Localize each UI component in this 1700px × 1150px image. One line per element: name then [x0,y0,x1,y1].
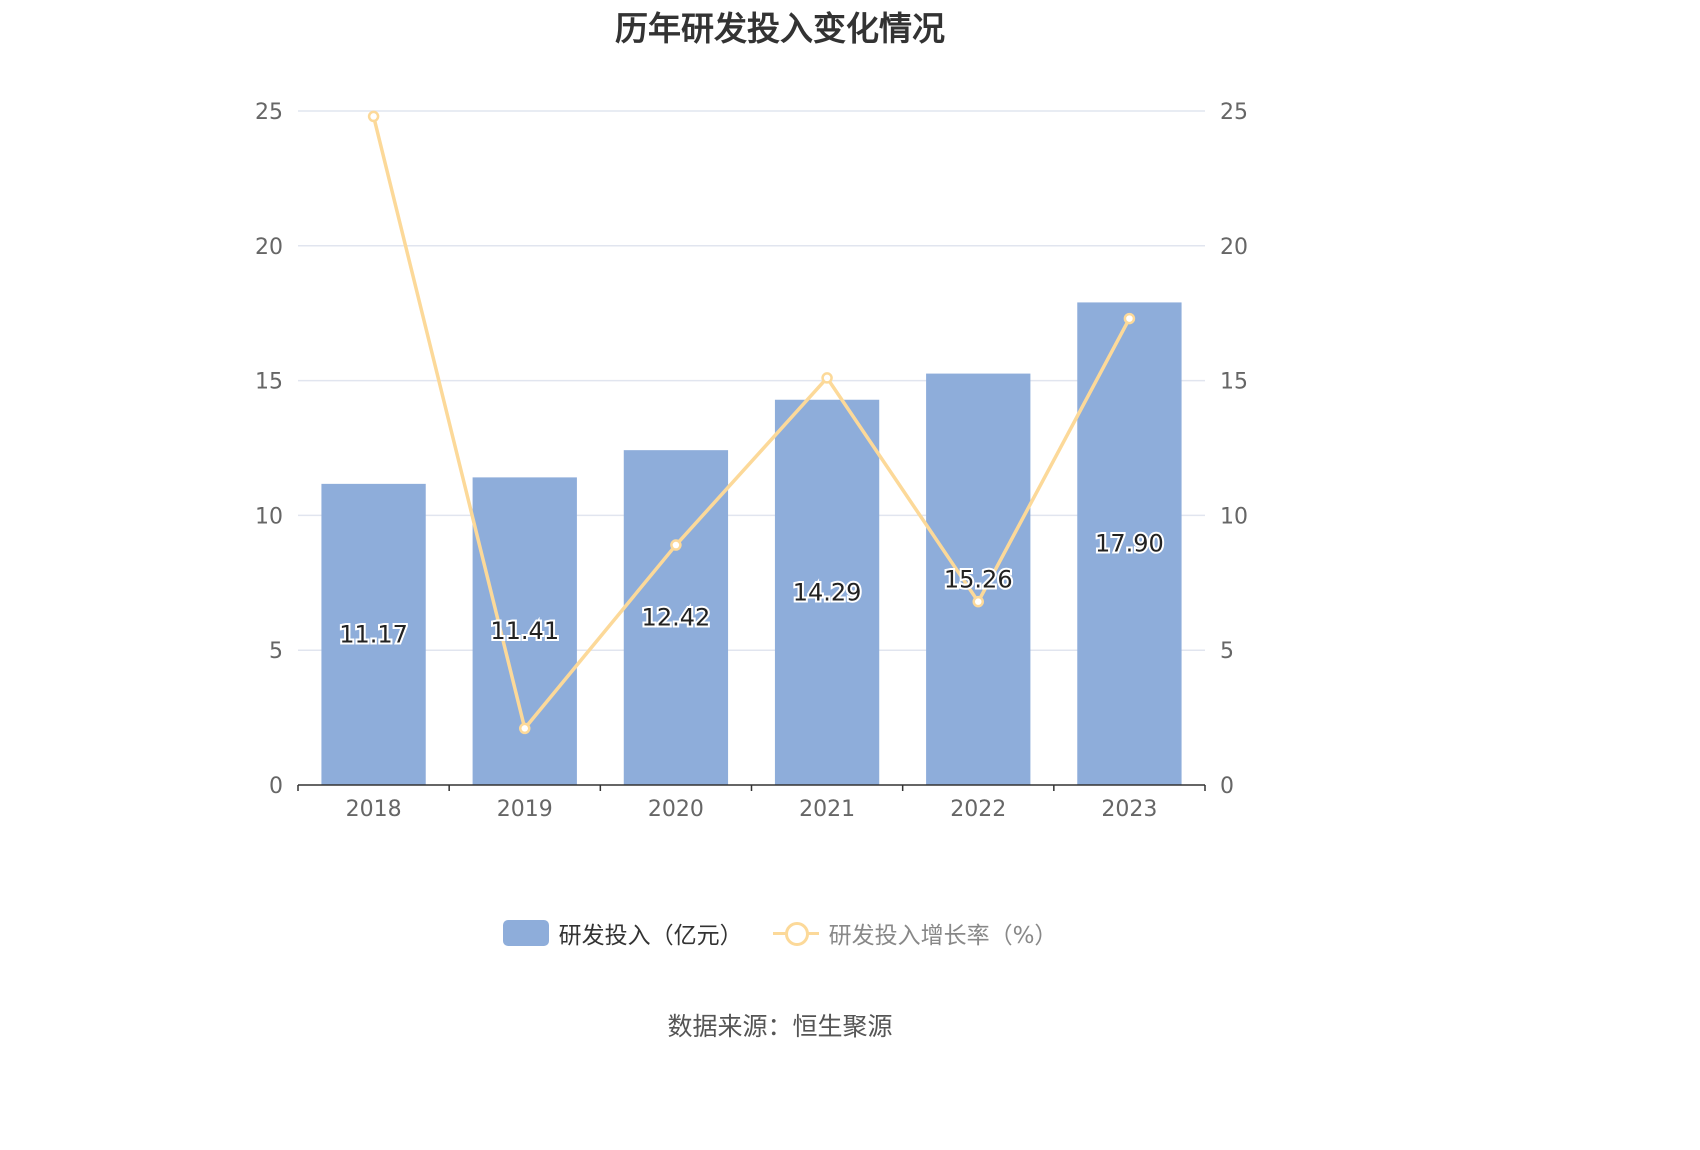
x-axis: 2018 2019 2020 2021 2022 2023 [297,784,1206,822]
line-point [519,722,531,735]
y-left-tick-label: 10 [255,504,283,529]
legend-item-line[interactable]: 研发投入增长率（%） [772,916,1058,950]
line-point [1123,312,1136,325]
data-source: 数据来源：恒生聚源 [667,1012,893,1041]
y-left-tick-label: 5 [269,639,283,664]
line-point [972,595,984,608]
y-left-tick-label: 0 [269,774,283,799]
bar-value-label: 11.17 [339,620,408,648]
bar-value-label: 11.41 [490,617,559,645]
line-point [821,372,833,384]
bar-series [321,302,1182,785]
y-left-tick-label: 20 [255,235,283,260]
legend-label-bar: 研发投入（亿元） [558,923,743,949]
x-tick-label: 2021 [799,797,855,822]
line-point [670,539,682,551]
y-right-tick-label: 10 [1220,504,1248,529]
x-tick-label: 2020 [648,797,704,822]
bar-value-label: 15.26 [944,565,1013,593]
bar-value-labels: 11.17 11.41 12.42 14.29 15.26 17.90 [337,528,1166,651]
bar [321,483,426,785]
bar-value-label: 17.90 [1095,530,1164,558]
legend-item-bar[interactable]: 研发投入（亿元） [502,916,743,950]
y-left-tick-label: 15 [255,370,283,395]
legend: 研发投入（亿元） 研发投入增长率（%） [0,916,1560,950]
y-left-tick-label: 25 [255,100,283,125]
growth-line [371,115,1131,731]
grid-lines [298,110,1205,651]
bar-swatch-icon [502,920,549,946]
y-axis-right: 0 5 10 15 20 25 [1220,100,1248,799]
y-right-tick-label: 25 [1220,100,1248,125]
y-right-tick-label: 15 [1220,370,1248,395]
chart-title: 历年研发投入变化情况 [615,9,945,48]
line-point [367,110,380,123]
legend-label-line: 研发投入增长率（%） [828,923,1058,949]
bar-value-label: 14.29 [793,578,862,606]
x-tick-label: 2019 [497,797,553,822]
line-series [367,110,1136,735]
y-right-tick-label: 20 [1220,235,1248,260]
y-right-tick-label: 5 [1220,639,1234,664]
bar-value-label: 12.42 [642,604,711,632]
x-tick-label: 2023 [1101,797,1157,822]
line-swatch-icon [772,920,819,946]
bar [926,373,1031,785]
bar [774,399,880,785]
x-tick-label: 2022 [950,797,1006,822]
y-right-tick-label: 0 [1220,774,1234,799]
x-tick-label: 2018 [346,797,402,822]
y-axis-left: 0 5 10 15 20 25 [255,100,283,799]
